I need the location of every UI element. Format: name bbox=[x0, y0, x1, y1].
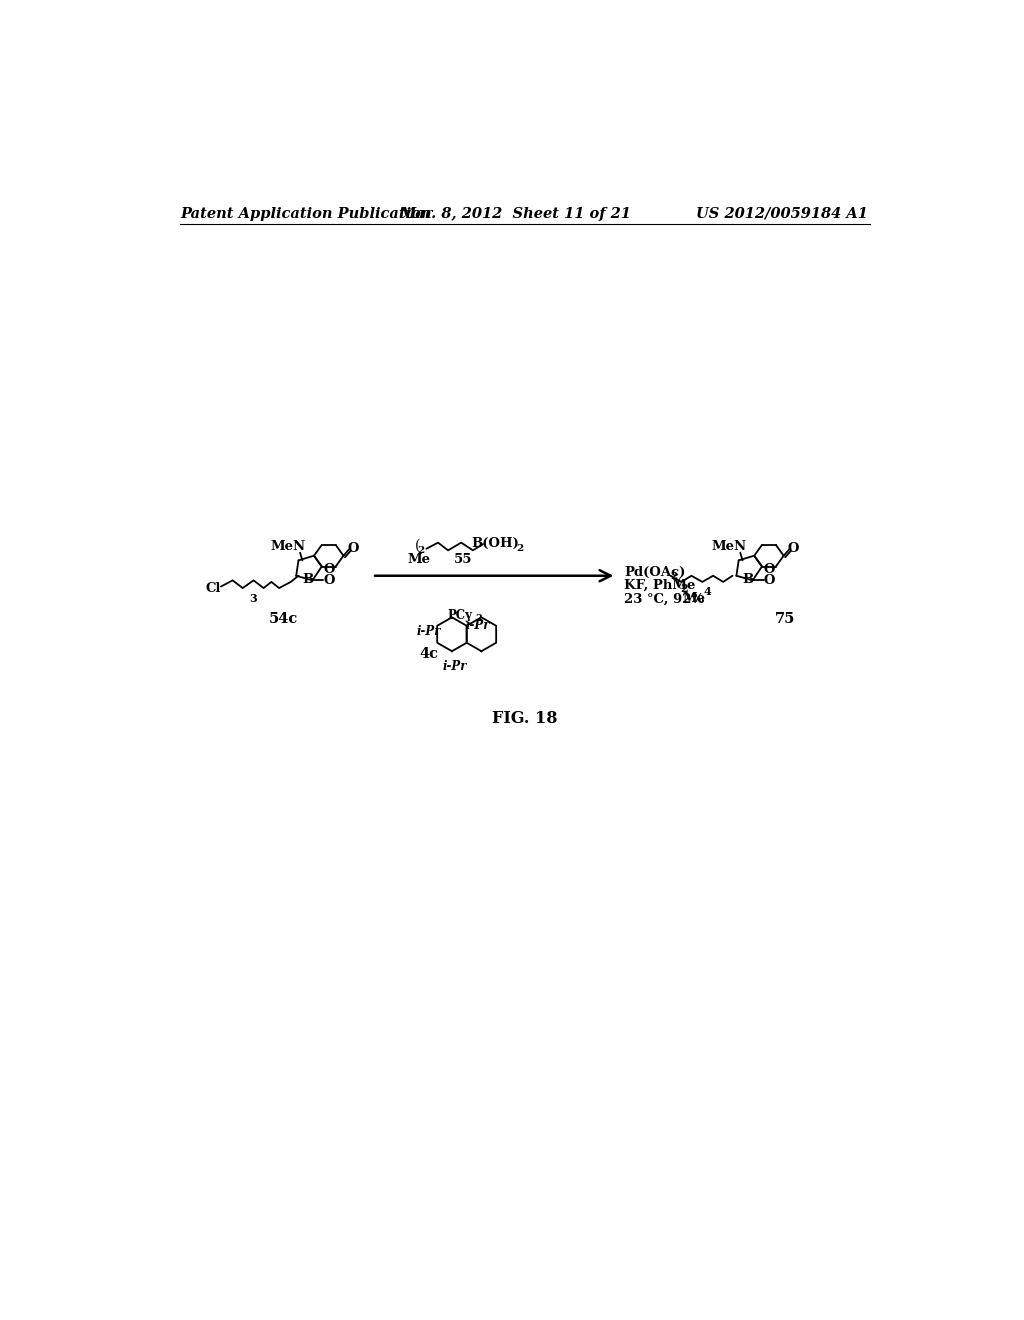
Text: O: O bbox=[764, 574, 775, 587]
Text: 3: 3 bbox=[250, 594, 257, 605]
Text: Me: Me bbox=[408, 553, 430, 566]
Text: Patent Application Publication: Patent Application Publication bbox=[180, 207, 432, 220]
Text: Pd(OAc): Pd(OAc) bbox=[624, 566, 685, 579]
Text: O: O bbox=[324, 564, 335, 576]
Text: (: ( bbox=[677, 578, 682, 591]
Text: 54c: 54c bbox=[268, 612, 298, 626]
Text: PCy: PCy bbox=[447, 609, 473, 622]
Text: O: O bbox=[764, 564, 775, 576]
Text: 4: 4 bbox=[703, 586, 712, 597]
Text: O: O bbox=[788, 541, 800, 554]
Text: i-Pr: i-Pr bbox=[417, 624, 441, 638]
Text: i-Pr: i-Pr bbox=[466, 619, 490, 631]
Text: 2: 2 bbox=[681, 582, 688, 594]
Text: 2: 2 bbox=[671, 572, 678, 581]
Text: FIG. 18: FIG. 18 bbox=[493, 710, 557, 727]
Text: B: B bbox=[302, 573, 313, 586]
Text: Me: Me bbox=[682, 593, 706, 606]
Text: B: B bbox=[742, 573, 754, 586]
Text: (: ( bbox=[415, 539, 420, 553]
Text: B(OH): B(OH) bbox=[471, 537, 519, 550]
Text: 23 °C, 92%: 23 °C, 92% bbox=[624, 593, 705, 606]
Text: 75: 75 bbox=[775, 612, 796, 626]
Text: 55: 55 bbox=[454, 553, 472, 566]
Text: Cl: Cl bbox=[206, 582, 221, 594]
Text: O: O bbox=[324, 574, 335, 587]
Text: 2: 2 bbox=[516, 544, 523, 553]
Text: KF, PhMe: KF, PhMe bbox=[624, 579, 695, 593]
Text: MeN: MeN bbox=[271, 540, 306, 553]
Text: 4c: 4c bbox=[419, 647, 438, 660]
Text: MeN: MeN bbox=[711, 540, 746, 553]
Text: i-Pr: i-Pr bbox=[442, 660, 467, 673]
Text: O: O bbox=[348, 541, 359, 554]
Text: 2: 2 bbox=[418, 546, 425, 554]
Text: Mar. 8, 2012  Sheet 11 of 21: Mar. 8, 2012 Sheet 11 of 21 bbox=[399, 207, 632, 220]
Text: US 2012/0059184 A1: US 2012/0059184 A1 bbox=[696, 207, 868, 220]
Text: 2: 2 bbox=[475, 614, 482, 623]
